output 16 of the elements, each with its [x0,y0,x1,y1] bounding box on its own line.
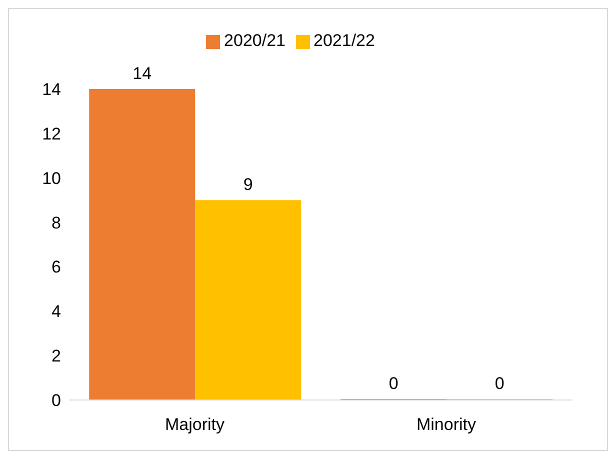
y-tick-label: 10 [42,168,61,188]
y-tick-label: 0 [52,391,61,410]
y-tick-label: 8 [52,213,61,232]
data-label: 9 [243,175,253,194]
y-tick-label: 4 [52,302,61,322]
data-label: 0 [388,374,398,393]
x-tick-label: Majority [164,415,225,434]
y-tick-label: 12 [42,124,61,144]
y-tick-label: 14 [42,80,61,100]
data-label: 0 [494,374,504,393]
y-tick-label: 6 [52,258,61,277]
legend-label: 2021/22 [314,31,375,50]
data-label: 14 [132,64,152,83]
legend-label: 2020/21 [224,31,286,50]
x-tick-label: Minority [416,415,476,434]
y-tick-label: 2 [52,346,61,366]
